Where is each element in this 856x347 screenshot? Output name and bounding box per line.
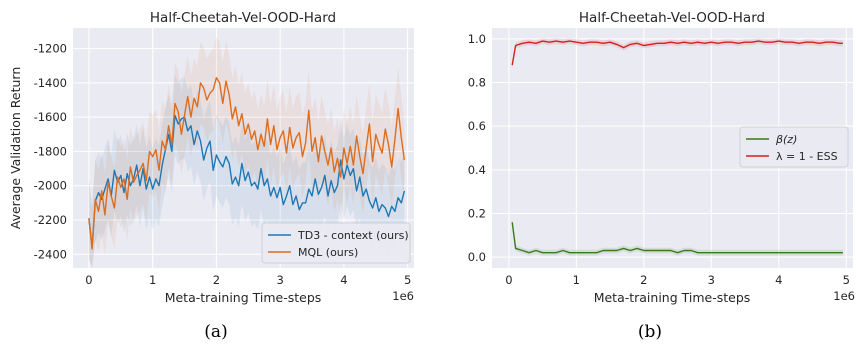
legend-a: TD3 - context (ours) MQL (ours) — [261, 222, 411, 264]
lines-a — [88, 77, 406, 250]
y-tick-label: 0.8 — [468, 76, 486, 90]
legend-b-label-1: λ = 1 - ESS — [776, 150, 838, 163]
y-tick-label: -1800 — [34, 144, 67, 158]
x-tick-label: 0 — [505, 273, 512, 287]
legend-b-box — [739, 126, 849, 168]
y-tick-label: -1600 — [34, 110, 67, 124]
x-tick-label: 1 — [573, 273, 580, 287]
legend-a-label-0: TD3 - context (ours) — [297, 229, 409, 242]
ticks-a: 0 1 2 3 4 5 -2400 -2200 -2000 -1800 -1600 -1400 -120… — [34, 42, 412, 287]
band-a-0 — [88, 74, 405, 268]
y-tick-label: 0.4 — [468, 163, 486, 177]
series-line-b-0 — [511, 222, 843, 254]
series-line-a-0 — [88, 114, 406, 249]
bands-a — [88, 36, 405, 269]
caption-a: (a) — [204, 322, 227, 342]
chart-a-x-offset: 1e6 — [392, 289, 414, 303]
x-tick-label: 4 — [775, 273, 782, 287]
chart-b-x-offset: 1e6 — [833, 289, 855, 303]
band-a-1 — [88, 36, 405, 269]
x-tick-label: 5 — [843, 273, 850, 287]
chart-a: 0 1 2 3 4 5 -2400 -2200 -2000 -1800 -1600 -1400 -120… — [8, 10, 414, 342]
x-tick-label: 4 — [340, 273, 347, 287]
caption-b: (b) — [638, 322, 662, 342]
x-tick-label: 3 — [276, 273, 283, 287]
x-tick-label: 2 — [213, 273, 220, 287]
y-tick-label: -1400 — [34, 76, 67, 90]
y-tick-label: 0.6 — [468, 119, 486, 133]
legend-a-label-1: MQL (ours) — [298, 246, 358, 259]
y-tick-label: -2400 — [34, 247, 67, 261]
legend-a-box — [261, 222, 411, 264]
x-tick-label: 0 — [85, 273, 92, 287]
series-line-b-1 — [511, 40, 843, 66]
ticks-b: 0 1 2 3 4 5 0.0 0.2 0.4 0.6 0.8 1.0 — [468, 32, 850, 287]
chart-b-xlabel: Meta-training Time-steps — [594, 290, 751, 305]
y-tick-label: -2000 — [34, 179, 67, 193]
legend-b: β(z) λ = 1 - ESS — [739, 126, 849, 168]
x-tick-label: 5 — [404, 273, 411, 287]
legend-b-label-0: β(z) — [775, 133, 797, 146]
y-tick-label: 1.0 — [468, 32, 486, 46]
series-line-a-1 — [88, 77, 406, 250]
chart-a-title: Half-Cheetah-Vel-OOD-Hard — [150, 10, 336, 26]
chart-b: 0 1 2 3 4 5 0.0 0.2 0.4 0.6 0.8 1.0 Half-Cheetah-Ve… — [468, 10, 855, 342]
lines-b — [511, 40, 843, 254]
band-b-0 — [512, 219, 843, 256]
chart-a-ylabel: Average Validation Return — [8, 67, 23, 229]
x-tick-label: 2 — [640, 273, 647, 287]
y-tick-label: 0.0 — [468, 250, 486, 264]
y-tick-label: 0.2 — [468, 206, 486, 220]
x-tick-label: 1 — [149, 273, 156, 287]
chart-a-xlabel: Meta-training Time-steps — [165, 290, 322, 305]
chart-b-title: Half-Cheetah-Vel-OOD-Hard — [579, 10, 765, 26]
y-tick-label: -2200 — [34, 213, 67, 227]
y-tick-label: -1200 — [34, 42, 67, 56]
x-tick-label: 3 — [708, 273, 715, 287]
